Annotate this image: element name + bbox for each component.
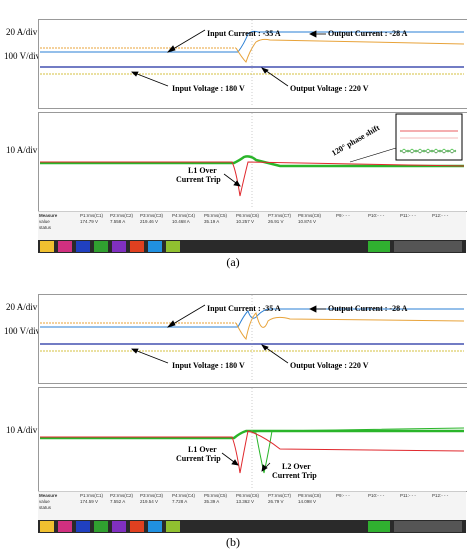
ch7-chip[interactable] — [148, 241, 162, 252]
ch4-chip[interactable] — [94, 521, 108, 532]
label-l2-trip-line1: L2 Over — [282, 462, 311, 471]
ch1-chip[interactable] — [40, 241, 54, 252]
input-current-transient — [237, 308, 464, 328]
label-l2-trip-line2: Current Trip — [272, 471, 317, 480]
output-current-transient — [235, 38, 465, 63]
channel-bar-a[interactable] — [38, 240, 466, 253]
label-output-voltage: Output Voltage : 220 V — [290, 361, 369, 370]
scale-label-phase-current: 10 A/div — [6, 425, 38, 435]
label-l1-trip-line1: L1 Over — [188, 445, 217, 454]
panel-b: 20 A/div 100 V/div 10 A/div Input Curren… — [0, 275, 467, 550]
ch3-chip[interactable] — [76, 241, 90, 252]
timebase-chip[interactable] — [368, 241, 390, 252]
caption-a: (a) — [226, 255, 240, 269]
label-output-current: Output Current : -28 A — [328, 304, 408, 313]
label-input-current: Input Current : -35 A — [207, 304, 281, 313]
channel-bar-b[interactable] — [38, 520, 466, 533]
panel-a: 20 A/div 100 V/div 10 A/div Input — [4, 19, 467, 269]
ch8-chip[interactable] — [166, 241, 180, 252]
label-output-current: Output Current : -28 A — [328, 29, 408, 38]
ch7-chip[interactable] — [148, 521, 162, 532]
phase-current-trace — [40, 155, 464, 168]
ch4-chip[interactable] — [94, 241, 108, 252]
ch1-chip[interactable] — [40, 521, 54, 532]
label-input-voltage: Input Voltage : 180 V — [172, 84, 245, 93]
input-current-transient — [237, 30, 464, 53]
l2-trip-trace — [245, 427, 465, 474]
measure-table-b: Measure P1:rms(C1) P2:rms(C2) P3:rms(C3)… — [38, 491, 466, 522]
scale-label-current: 20 A/div — [6, 27, 38, 37]
timebase-chip[interactable] — [368, 521, 390, 532]
waveforms-b — [40, 295, 465, 489]
ch3-chip[interactable] — [76, 521, 90, 532]
ch2-chip[interactable] — [58, 521, 72, 532]
label-output-voltage: Output Voltage : 220 V — [290, 84, 369, 93]
trigger-chip[interactable] — [394, 241, 462, 252]
waveforms-a — [40, 20, 465, 209]
ch2-chip[interactable] — [58, 241, 72, 252]
ch6-chip[interactable] — [130, 241, 144, 252]
label-input-voltage: Input Voltage : 180 V — [172, 361, 245, 370]
scale-label-current: 20 A/div — [6, 302, 38, 312]
scope-top-a[interactable] — [38, 19, 467, 109]
ch6-chip[interactable] — [130, 521, 144, 532]
scale-label-phase-current: 10 A/div — [6, 145, 38, 155]
label-l1-trip-line2: Current Trip — [176, 454, 221, 463]
l1-trip-trace — [40, 430, 465, 474]
ch8-chip[interactable] — [166, 521, 180, 532]
measure-table-a: Measure P1:rms(C1) P2:rms(C2) P3:rms(C3)… — [38, 211, 466, 242]
label-input-current: Input Current : -35 A — [207, 29, 281, 38]
caption-b: (b) — [226, 535, 240, 549]
phase-current-trace — [40, 429, 464, 440]
ch5-chip[interactable] — [112, 521, 126, 532]
scale-label-voltage: 100 V/div — [4, 326, 41, 336]
trigger-chip[interactable] — [394, 521, 462, 532]
l1-trip-trace — [40, 161, 465, 197]
label-l1-trip-line2: Current Trip — [176, 175, 221, 184]
ch5-chip[interactable] — [112, 241, 126, 252]
scale-label-voltage: 100 V/div — [4, 51, 41, 61]
label-l1-trip-line1: L1 Over — [188, 166, 217, 175]
output-current-transient — [235, 312, 465, 341]
